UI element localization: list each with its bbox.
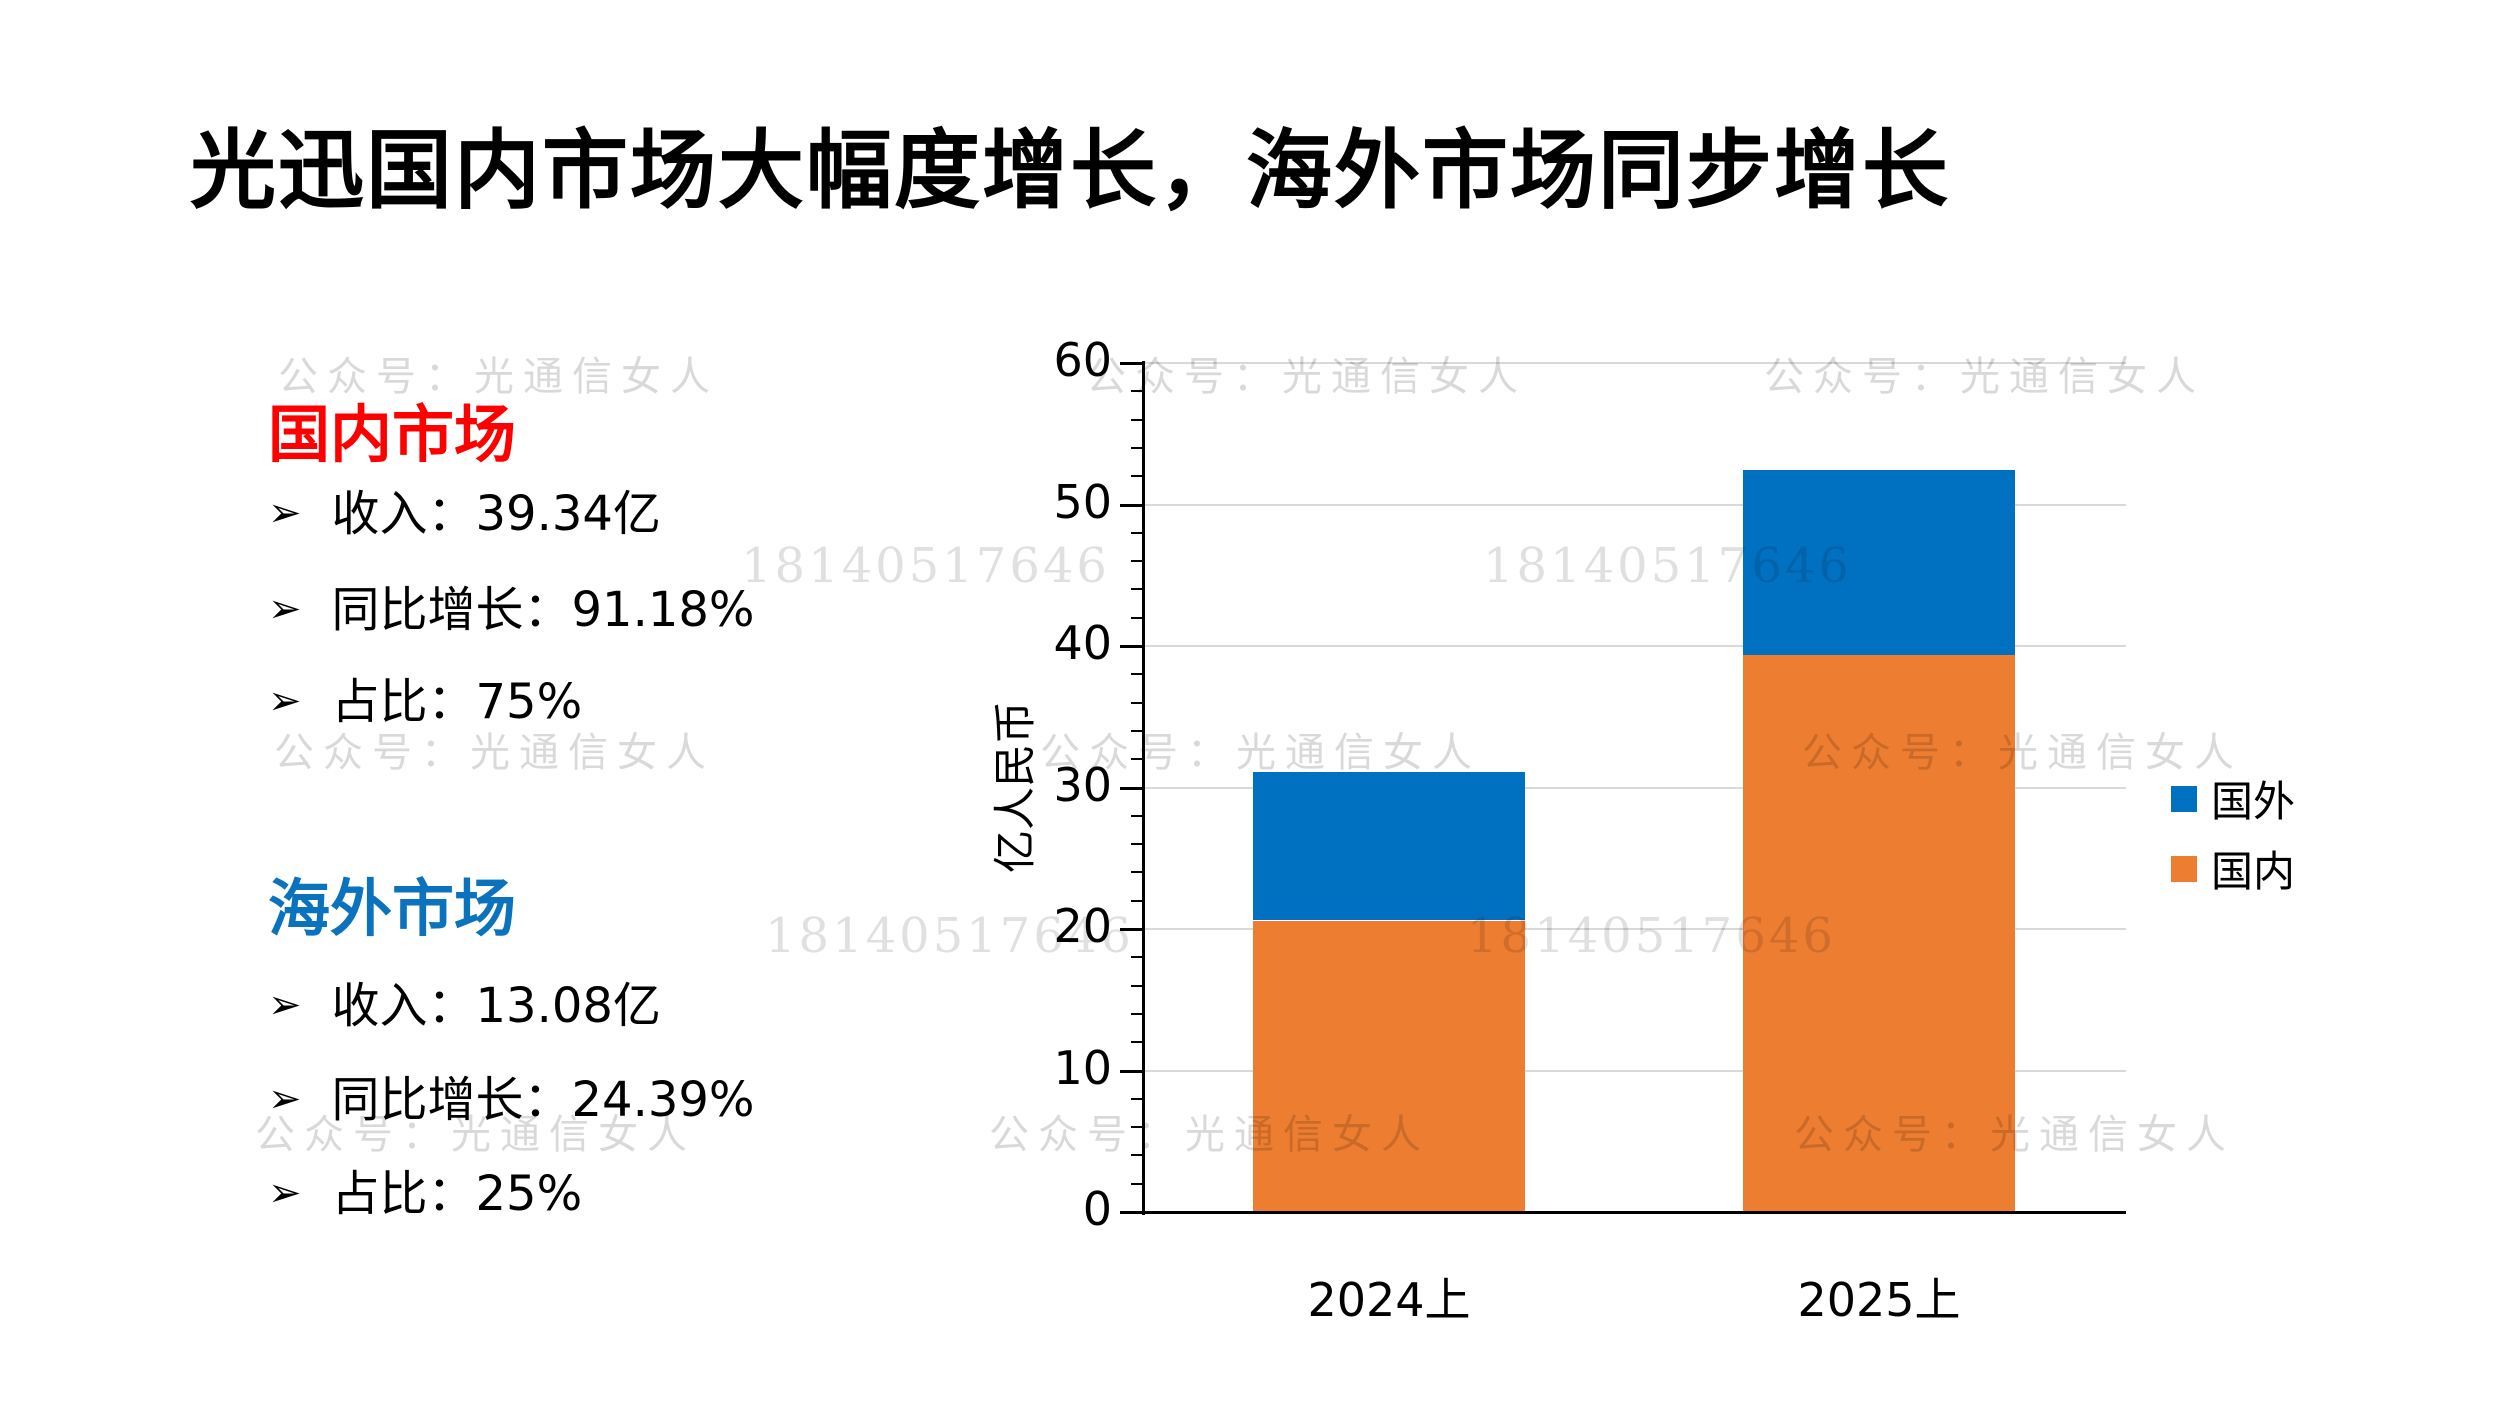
bullet-text: 同比增长：24.39% [331, 1072, 755, 1128]
bullet-text: 收入：39.34亿 [331, 486, 661, 542]
y-tick-minor [1131, 673, 1142, 676]
y-axis-line [1142, 361, 1145, 1215]
domestic-heading: 国内市场 [268, 398, 517, 471]
y-tick-minor [1131, 560, 1142, 563]
y-tick-minor [1131, 390, 1142, 393]
watermark-text: 公众号：光通信女人 [1040, 730, 1481, 776]
watermark-text: 公众号：光通信女人 [255, 1112, 696, 1158]
overseas-bullet-revenue: ➢ 收入：13.08亿 [268, 966, 661, 1036]
legend-label: 国外 [2211, 777, 2296, 826]
bullet-text: 同比增长：91.18% [331, 582, 755, 638]
y-tick-label: 0 [1082, 1182, 1112, 1236]
gridline [1131, 645, 2126, 647]
bullet-arrow-icon: ➢ [268, 586, 302, 632]
y-tick-minor [1131, 475, 1142, 478]
watermark-text: 公众号：光通信女人 [1802, 730, 2243, 776]
bullet-arrow-icon: ➢ [268, 982, 302, 1028]
y-tick-minor [1131, 899, 1142, 902]
watermark-text: 公众号：光通信女人 [274, 730, 715, 776]
watermark-text: 公众号：光通信女人 [1764, 354, 2205, 400]
gridline [1131, 786, 2126, 789]
x-axis-label: 2024上 [1307, 1273, 1471, 1327]
gridline [1131, 503, 2126, 506]
domestic-bullet-revenue: ➢ 收入：39.34亿 [268, 474, 661, 544]
bullet-text: 收入：13.08亿 [331, 978, 661, 1034]
y-tick-major [1120, 928, 1142, 931]
overseas-bullet-growth: ➢ 同比增长：24.39% [268, 1060, 755, 1130]
y-tick-major [1120, 1211, 1142, 1214]
legend-swatch-overseas [2171, 785, 2197, 812]
y-tick-minor [1131, 729, 1142, 732]
x-axis-label: 2025上 [1797, 1273, 1961, 1327]
gridline [1131, 1069, 2126, 1072]
bar-segment-domestic [1743, 655, 2015, 1212]
y-tick-minor [1131, 701, 1142, 704]
bullet-arrow-icon: ➢ [268, 1076, 302, 1122]
y-tick-minor [1131, 843, 1142, 846]
page-title: 光迅国内市场大幅度增长，海外市场同步增长 [190, 121, 1950, 221]
y-tick-label: 30 [1053, 757, 1112, 812]
legend-label: 国内 [2211, 847, 2296, 896]
y-tick-minor [1131, 1097, 1142, 1100]
y-tick-minor [1131, 814, 1142, 817]
y-tick-minor [1131, 1012, 1142, 1015]
y-tick-minor [1131, 871, 1142, 874]
bar-segment-overseas [1253, 771, 1525, 921]
overseas-bullet-share: ➢ 占比：25% [268, 1154, 582, 1224]
watermark-text: 公众号：光通信女人 [989, 1112, 1430, 1158]
legend-swatch-domestic [2171, 855, 2197, 882]
gridline [1131, 362, 2126, 364]
y-tick-label: 10 [1053, 1040, 1112, 1095]
y-tick-minor [1131, 446, 1142, 449]
legend-item-domestic: 国内 [2171, 838, 2295, 899]
y-tick-major [1120, 786, 1142, 790]
watermark-text: 公众号：光通信女人 [278, 354, 719, 400]
bullet-text: 占比：75% [331, 674, 583, 730]
y-tick-minor [1131, 956, 1142, 959]
bar-segment-overseas [1743, 470, 2015, 656]
y-tick-label: 20 [1053, 899, 1112, 953]
y-tick-minor [1131, 531, 1142, 534]
legend-item-overseas: 国外 [2171, 768, 2295, 829]
watermark-phone: 18140517646 [1467, 908, 1836, 964]
bullet-arrow-icon: ➢ [268, 1170, 302, 1216]
watermark-text: 公众号：光通信女人 [1794, 1112, 2235, 1158]
y-tick-minor [1131, 1126, 1142, 1129]
watermark-phone: 18140517646 [741, 538, 1110, 594]
y-tick-minor [1131, 588, 1142, 591]
y-tick-minor [1131, 616, 1142, 619]
y-tick-minor [1131, 1154, 1142, 1157]
watermark-text: 公众号：光通信女人 [1086, 354, 1527, 400]
bar-segment-domestic [1253, 920, 1525, 1212]
gridline [1131, 928, 2126, 930]
y-tick-label: 60 [1053, 333, 1112, 387]
y-tick-minor [1131, 758, 1142, 761]
bullet-text: 占比：25% [331, 1166, 583, 1222]
y-tick-major [1120, 645, 1142, 648]
bullet-arrow-icon: ➢ [268, 490, 302, 536]
x-axis-line [1123, 1211, 2126, 1214]
y-tick-major [1120, 362, 1142, 365]
domestic-bullet-share: ➢ 占比：75% [268, 662, 582, 732]
bullet-arrow-icon: ➢ [268, 678, 302, 724]
y-tick-label: 50 [1053, 474, 1112, 529]
watermark-phone: 18140517646 [765, 908, 1134, 964]
y-tick-minor [1131, 984, 1142, 987]
y-tick-major [1120, 1069, 1142, 1073]
domestic-bullet-growth: ➢ 同比增长：91.18% [268, 570, 755, 640]
overseas-heading: 海外市场 [268, 872, 517, 945]
y-tick-label: 40 [1053, 616, 1112, 670]
watermark-phone: 18140517646 [1483, 538, 1852, 594]
y-tick-minor [1131, 1041, 1142, 1044]
y-tick-minor [1131, 418, 1142, 421]
y-tick-major [1120, 503, 1142, 507]
y-tick-minor [1131, 1182, 1142, 1185]
